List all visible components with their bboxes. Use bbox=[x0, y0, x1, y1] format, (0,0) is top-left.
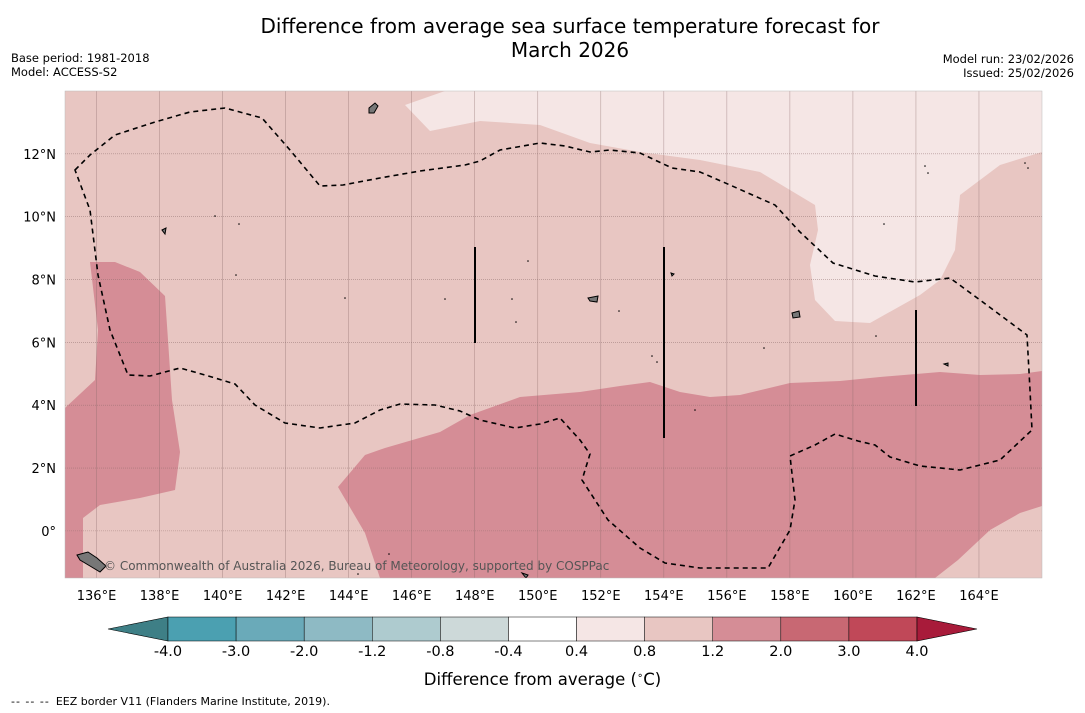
colorbar bbox=[107, 616, 978, 642]
colorbar-bin bbox=[372, 616, 441, 642]
lon-label: 144°E bbox=[329, 589, 369, 604]
footnote-dash: -- -- -- bbox=[11, 695, 50, 708]
colorbar-label: Difference from average (∘C) bbox=[423, 670, 662, 689]
lon-label: 138°E bbox=[140, 589, 180, 604]
colorbar-tick-label: 2.0 bbox=[769, 644, 793, 660]
model-run: Model run: 23/02/2026 bbox=[942, 52, 1074, 66]
footnote-text: EEZ border V11 (Flanders Marine Institut… bbox=[55, 695, 330, 708]
colorbar-tick-label: -0.8 bbox=[426, 644, 455, 660]
lat-label: 6°N bbox=[32, 336, 57, 351]
colorbar-bin bbox=[303, 616, 373, 642]
colorbar-bin bbox=[508, 616, 577, 642]
island bbox=[520, 571, 529, 578]
lon-label: 160°E bbox=[833, 589, 873, 604]
lat-label: 10°N bbox=[23, 211, 56, 226]
lon-label: 140°E bbox=[203, 589, 243, 604]
colorbar-bin bbox=[167, 616, 237, 642]
lon-label: 158°E bbox=[770, 589, 810, 604]
island bbox=[791, 310, 801, 319]
colorbar-extend-low bbox=[107, 616, 169, 642]
lon-label: 142°E bbox=[266, 589, 306, 604]
colorbar-bin bbox=[712, 616, 782, 642]
lon-label: 164°E bbox=[959, 589, 999, 604]
lon-label: 152°E bbox=[581, 589, 621, 604]
title-line-2: March 2026 bbox=[510, 38, 630, 62]
meta-right: Model run: 23/02/2026 Issued: 25/02/2026 bbox=[943, 52, 1074, 80]
latitude-labels: 12°N 10°N 8°N 6°N 4°N 2°N 0° bbox=[23, 148, 56, 540]
meta-left: Base period: 1981-2018 Model: ACCESS-S2 bbox=[11, 51, 150, 79]
longitude-gridlines bbox=[96, 91, 980, 578]
colorbar-label-text: Difference from average ( bbox=[423, 670, 637, 689]
eez-border bbox=[74, 107, 1033, 569]
island bbox=[368, 102, 379, 114]
island bbox=[670, 272, 675, 277]
latitude-gridlines bbox=[65, 153, 1042, 532]
colorbar-tick-label: 0.4 bbox=[565, 644, 589, 660]
colorbar-bin bbox=[235, 616, 305, 642]
title-line-1: Difference from average sea surface temp… bbox=[260, 14, 880, 38]
colorbar-bin bbox=[440, 616, 509, 642]
colorbar-tick-label: 4.0 bbox=[905, 644, 929, 660]
lat-label: 4°N bbox=[32, 399, 57, 414]
lat-label: 12°N bbox=[23, 148, 56, 163]
island bbox=[587, 295, 599, 303]
lon-label: 150°E bbox=[518, 589, 558, 604]
islands bbox=[76, 102, 949, 578]
colorbar-bin bbox=[780, 616, 850, 642]
colorbar-bin bbox=[644, 616, 713, 642]
colorbar-tick-label: -1.2 bbox=[358, 644, 387, 660]
issued-date: Issued: 25/02/2026 bbox=[963, 66, 1074, 80]
island bbox=[76, 551, 107, 573]
lon-label: 148°E bbox=[455, 589, 495, 604]
lat-label: 8°N bbox=[32, 274, 57, 289]
anomaly-0.4-0.8-region bbox=[405, 91, 1042, 323]
colorbar-extend-high bbox=[916, 616, 978, 642]
credit-text: © Commonwealth of Australia 2026, Bureau… bbox=[104, 559, 609, 573]
colorbar-tick-label: 3.0 bbox=[837, 644, 861, 660]
base-period: Base period: 1981-2018 bbox=[11, 51, 150, 65]
lon-label: 156°E bbox=[707, 589, 747, 604]
colorbar-tick-label: -0.4 bbox=[494, 644, 523, 660]
map-area: © Commonwealth of Australia 2026, Bureau… bbox=[65, 91, 1042, 578]
footnote: -- -- -- EEZ border V11 (Flanders Marine … bbox=[11, 695, 330, 708]
chart-title: Difference from average sea surface temp… bbox=[200, 14, 940, 62]
map-frame bbox=[64, 90, 1043, 579]
lon-label: 162°E bbox=[896, 589, 936, 604]
longitude-labels: 136°E 138°E 140°E 142°E 144°E 146°E 148°E 150°E… bbox=[77, 589, 999, 604]
lat-label: 0° bbox=[41, 525, 56, 540]
colorbar-tick-label: 1.2 bbox=[701, 644, 725, 660]
colorbar-bin bbox=[576, 616, 645, 642]
colorbar-tick-label: 0.8 bbox=[633, 644, 657, 660]
model-name: Model: ACCESS-S2 bbox=[11, 65, 118, 79]
island bbox=[942, 362, 949, 367]
colorbar-tick-label: -3.0 bbox=[221, 644, 251, 660]
island bbox=[161, 227, 167, 236]
lon-label: 136°E bbox=[77, 589, 117, 604]
lat-label: 2°N bbox=[32, 462, 57, 477]
colorbar-tick-label: -2.0 bbox=[290, 644, 319, 660]
lon-label: 146°E bbox=[392, 589, 432, 604]
anomaly-1.2-2.0-south bbox=[338, 371, 1042, 578]
colorbar-bin bbox=[848, 616, 918, 642]
colorbar-tick-label: -4.0 bbox=[153, 644, 183, 660]
small-islets bbox=[214, 162, 1029, 575]
lon-label: 154°E bbox=[644, 589, 684, 604]
anomaly-1.2-2.0-west bbox=[65, 262, 180, 578]
